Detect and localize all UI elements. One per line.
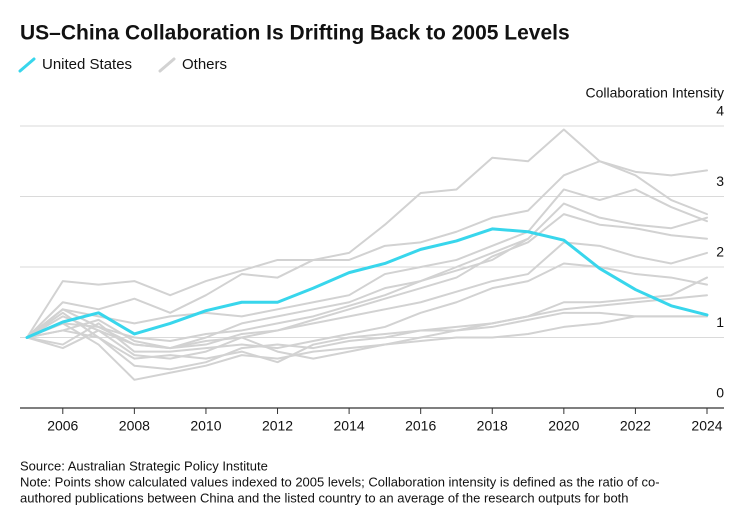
x-tick-label: 2010 [190, 418, 221, 434]
line [26, 213, 708, 350]
y-axis-label: Collaboration Intensity [585, 85, 724, 101]
y-tick-label: 0 [716, 385, 724, 401]
note-line: authored publications between China and … [20, 490, 629, 505]
y-tick-label: 1 [716, 314, 724, 330]
x-tick-label: 2016 [405, 418, 436, 434]
x-tick-label: 2018 [477, 418, 508, 434]
y-tick-label: 3 [716, 173, 724, 189]
line [26, 188, 708, 339]
y-tick-label: 4 [716, 103, 724, 119]
line [26, 128, 708, 339]
line [26, 160, 708, 339]
line [25, 227, 709, 339]
legend-swatch [18, 57, 36, 73]
line [26, 276, 708, 371]
x-tick-label: 2022 [620, 418, 651, 434]
source: Source: Australian Strategic Policy Inst… [20, 458, 268, 473]
note-line: Note: Points show calculated values inde… [20, 474, 660, 489]
line [26, 311, 708, 364]
chart-title: US–China Collaboration Is Drifting Back … [20, 22, 570, 45]
line [26, 241, 708, 350]
legend-label: Others [182, 56, 227, 73]
x-tick-label: 2006 [47, 418, 78, 434]
legend-swatch [158, 57, 176, 73]
x-tick-label: 2008 [119, 418, 150, 434]
legend-label: United States [42, 56, 132, 73]
line [26, 315, 708, 381]
line [26, 294, 708, 360]
line [26, 262, 708, 353]
x-tick-label: 2012 [262, 418, 293, 434]
line [26, 237, 530, 343]
x-tick-label: 2014 [334, 418, 365, 434]
x-tick-label: 2024 [691, 418, 722, 434]
y-tick-label: 2 [716, 244, 724, 260]
x-tick-label: 2020 [548, 418, 579, 434]
